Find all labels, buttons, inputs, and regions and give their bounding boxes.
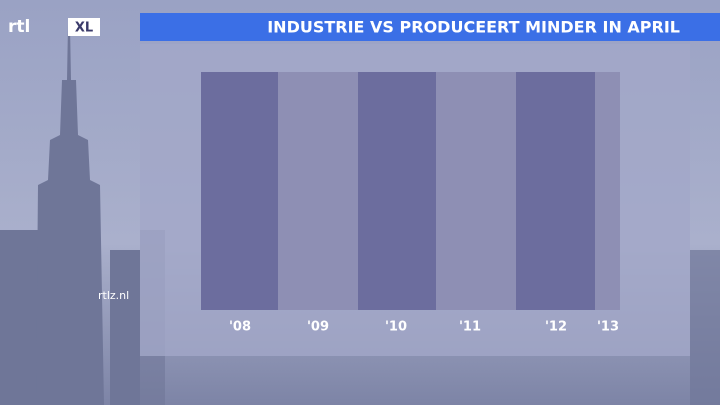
logo-main: rtl: [8, 17, 30, 37]
chart-title: INDUSTRIE VS PRODUCEERT MINDER IN APRIL: [267, 18, 680, 37]
year-band: [436, 72, 516, 310]
year-band: [595, 72, 620, 310]
x-tick-label: '08: [229, 320, 251, 335]
x-tick-label: '11: [459, 320, 481, 335]
x-tick-label: '12: [545, 320, 567, 335]
watermark: rtlz.nl: [98, 289, 129, 302]
year-band: [278, 72, 358, 310]
x-tick-label: '09: [307, 320, 329, 335]
x-tick-label: '13: [597, 320, 619, 335]
year-band: [358, 72, 436, 310]
year-band: [516, 72, 595, 310]
title-bar: [140, 13, 720, 41]
logo-box-text: XL: [75, 21, 93, 36]
year-band: [201, 72, 278, 310]
x-tick-label: '10: [385, 320, 407, 335]
logo-box: [68, 18, 100, 36]
